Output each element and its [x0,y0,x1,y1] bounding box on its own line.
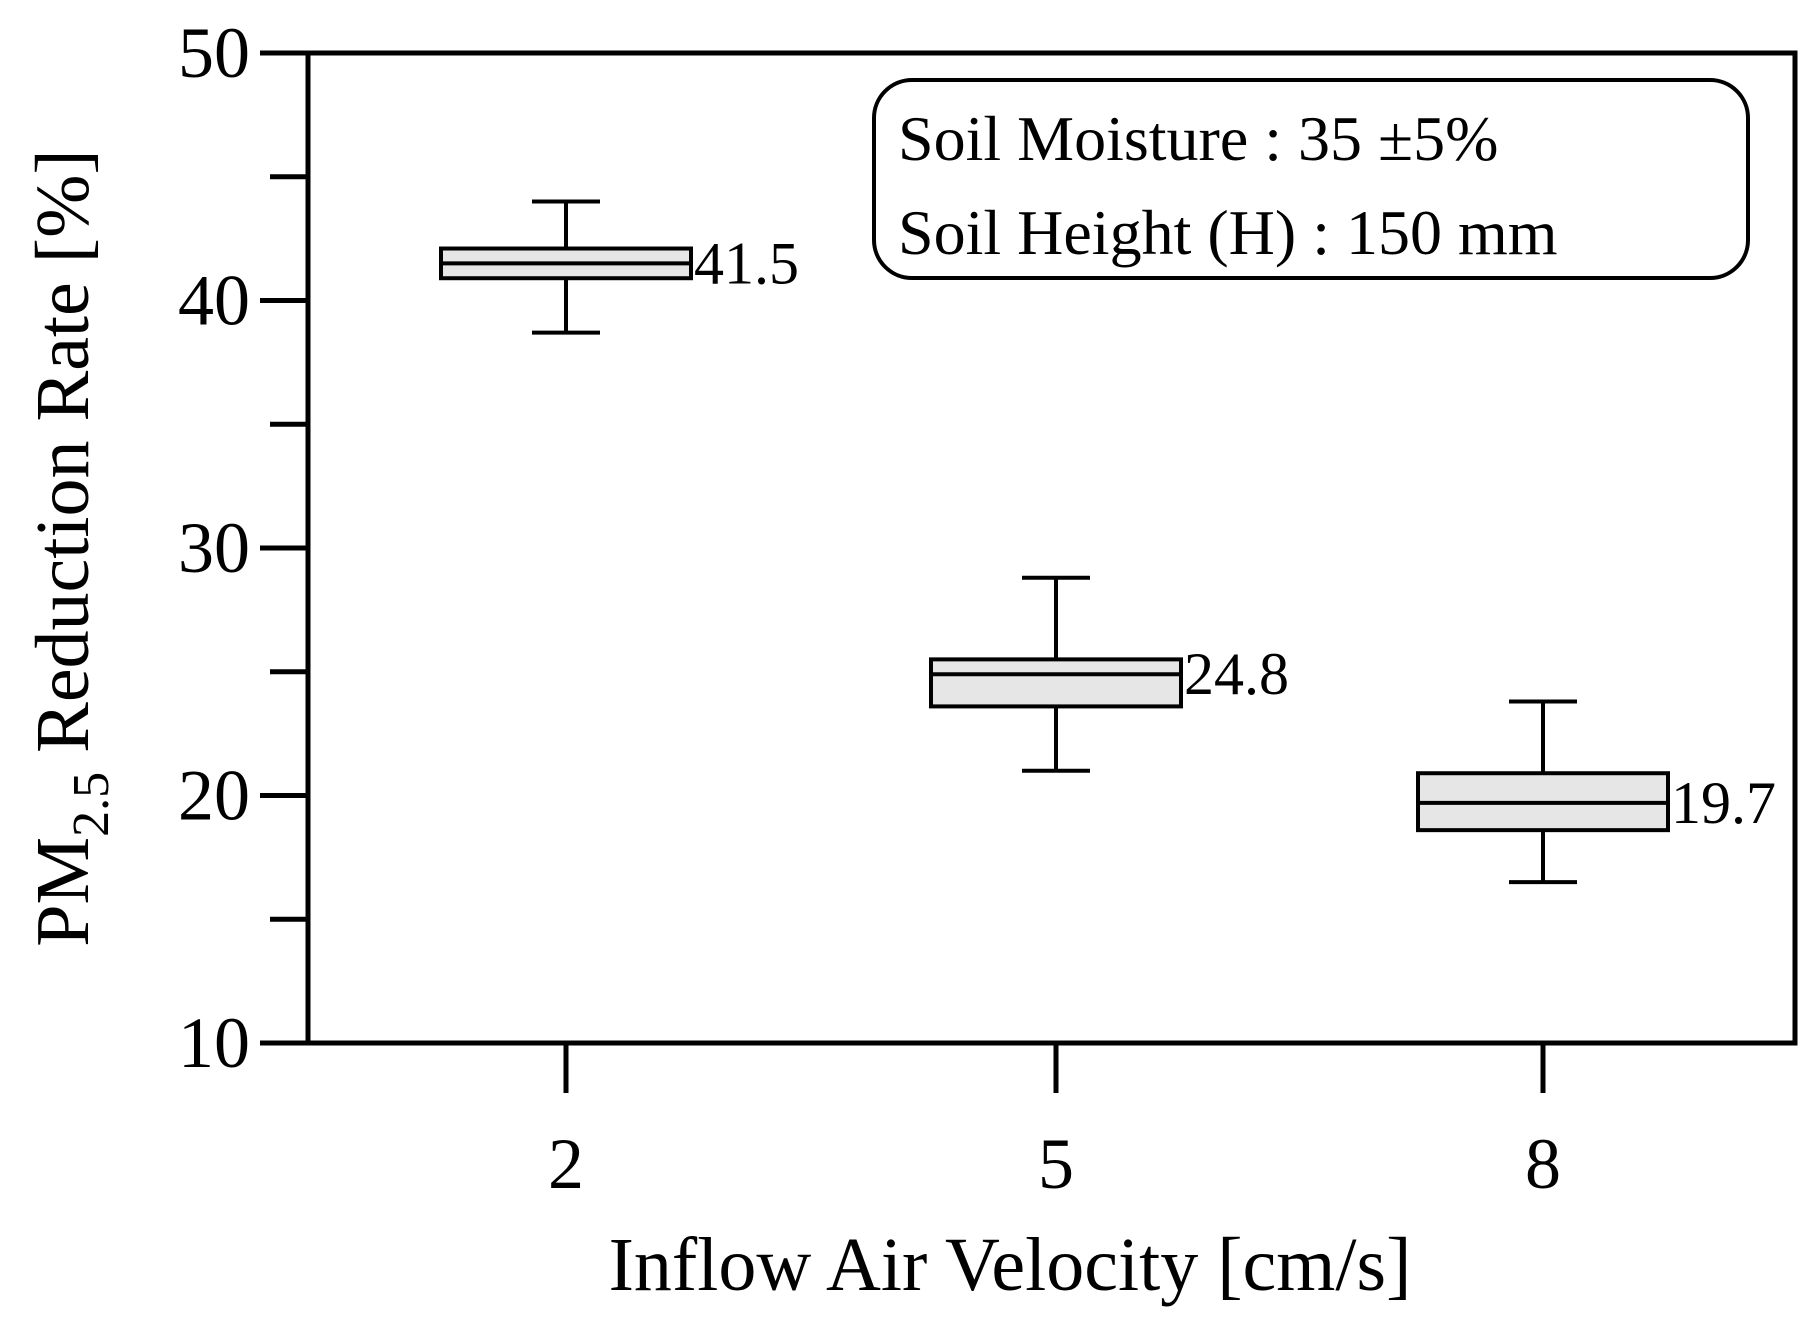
y-axis-title-prefix: PM [21,837,105,947]
boxes-group: 41.5 24.8 19.7 [439,199,1776,885]
y-tick-label-20: 20 [178,756,250,836]
box-2: 41.5 [439,199,799,335]
box-label-8: 19.7 [1671,770,1776,836]
y-axis-title-suffix: Reduction Rate [%] [21,149,105,772]
box-label-5: 24.8 [1184,641,1289,707]
y-tick-label-30: 30 [178,508,250,588]
annotation-line-moisture: Soil Moisture : 35 ±5% [898,103,1498,174]
y-tick-label-10: 10 [178,1003,250,1083]
x-tick-label-2: 2 [548,1124,584,1204]
x-tick-label-8: 8 [1525,1124,1561,1204]
y-axis-title: PM2.5 Reduction Rate [%] [21,149,120,946]
annotation-box: Soil Moisture : 35 ±5% Soil Height (H) :… [872,78,1750,280]
y-axis-title-subscript: 2.5 [63,772,120,837]
y-axis: 10 20 30 40 50 [178,13,308,1083]
annotation-line-height: Soil Height (H) : 150 mm [898,197,1558,268]
box-body [929,657,1183,709]
box-8: 19.7 [1416,699,1776,885]
x-axis-title: Inflow Air Velocity [cm/s] [609,1223,1412,1307]
x-tick-label-5: 5 [1038,1124,1074,1204]
box-label-2: 41.5 [694,230,799,296]
annotation-frame [872,78,1750,280]
box-5: 24.8 [929,575,1289,773]
y-tick-label-50: 50 [178,13,250,93]
y-tick-label-40: 40 [178,261,250,341]
x-axis: 2 5 8 [548,1043,1561,1204]
